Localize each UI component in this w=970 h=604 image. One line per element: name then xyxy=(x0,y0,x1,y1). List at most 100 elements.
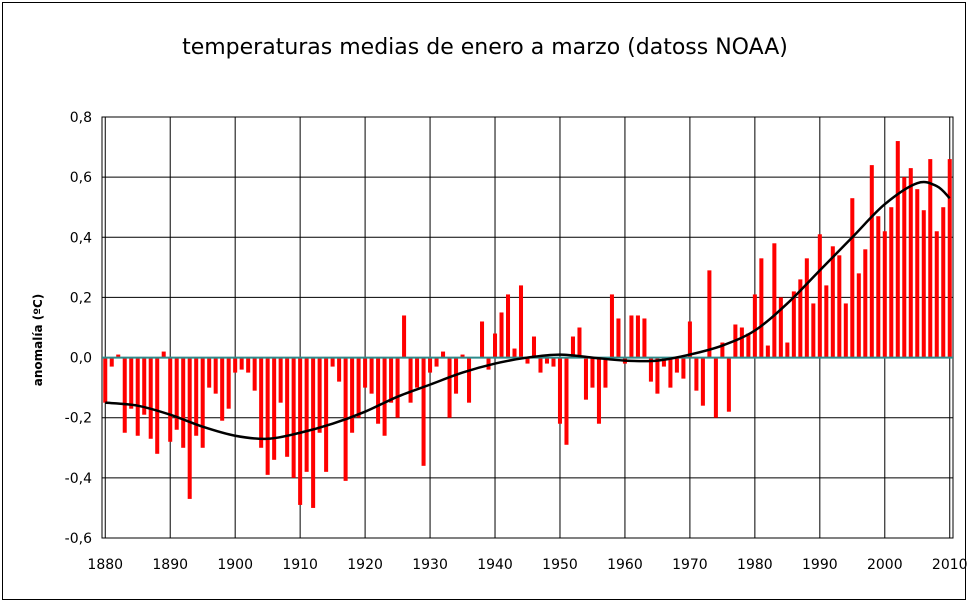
bar xyxy=(408,357,413,403)
bar xyxy=(635,315,640,358)
bar xyxy=(505,294,511,358)
bar xyxy=(772,243,777,358)
tick-labels: -0,6 -0,4 -0,2 0,0 0,2 0,4 0,6 0,8 1880 1890 1900 1… xyxy=(65,110,968,573)
x-tick-label: 1960 xyxy=(607,557,643,573)
bar xyxy=(902,177,907,358)
bar xyxy=(103,357,108,403)
bar xyxy=(765,345,770,358)
bar xyxy=(681,357,686,379)
y-tick-label: 0,6 xyxy=(70,170,92,186)
bar xyxy=(304,357,309,472)
chart-title: temperaturas medias de enero a marzo (da… xyxy=(182,35,788,60)
bar xyxy=(369,357,374,394)
bar xyxy=(570,336,575,358)
bar xyxy=(239,357,244,370)
x-tick-label: 1890 xyxy=(152,557,188,573)
bar xyxy=(467,357,472,403)
bar xyxy=(889,207,894,358)
bar xyxy=(363,357,368,388)
x-tick-label: 1910 xyxy=(282,557,318,573)
bar xyxy=(837,255,842,358)
bar xyxy=(869,165,874,358)
bar xyxy=(116,354,121,358)
bar xyxy=(421,357,426,466)
bar xyxy=(135,357,140,436)
bar xyxy=(752,294,757,358)
bar xyxy=(687,321,692,358)
bar xyxy=(324,357,329,472)
y-axis-label: anomalía (ºC) xyxy=(31,294,45,387)
bar xyxy=(583,357,588,400)
bar xyxy=(142,357,147,415)
bar xyxy=(648,357,653,382)
bar xyxy=(557,357,562,424)
bar xyxy=(843,303,848,358)
bar xyxy=(759,258,764,358)
bar xyxy=(564,357,569,445)
bar xyxy=(272,357,277,460)
bar xyxy=(434,357,439,367)
bar xyxy=(512,348,517,358)
bar xyxy=(850,198,855,358)
bar xyxy=(265,357,270,475)
bar xyxy=(895,141,900,358)
bar xyxy=(544,357,550,364)
bar xyxy=(181,357,186,448)
bar xyxy=(603,357,608,388)
bar xyxy=(480,321,485,358)
bar xyxy=(161,351,166,358)
bar xyxy=(908,168,913,358)
bar xyxy=(518,285,524,358)
x-tick-label: 1980 xyxy=(737,557,773,573)
bar xyxy=(661,357,666,367)
bar xyxy=(856,273,861,358)
bar xyxy=(402,315,407,358)
bar xyxy=(213,357,218,394)
bar xyxy=(311,357,316,508)
bar xyxy=(928,159,933,358)
bar xyxy=(739,327,744,358)
bar xyxy=(493,333,498,358)
bar xyxy=(882,231,887,358)
bar xyxy=(486,357,491,370)
bar xyxy=(155,357,160,454)
bar xyxy=(804,258,809,358)
x-tick-label: 2010 xyxy=(932,557,968,573)
y-tick-label: 0,4 xyxy=(70,230,92,246)
bar xyxy=(382,357,387,436)
bar xyxy=(356,357,361,418)
trend-series xyxy=(105,180,951,441)
bar xyxy=(785,342,790,358)
bar xyxy=(330,357,335,367)
x-tick-label: 2000 xyxy=(867,557,903,573)
bar xyxy=(707,270,712,358)
bar xyxy=(174,357,179,430)
bar xyxy=(337,357,342,382)
bar xyxy=(298,357,303,505)
x-tick-label: 1940 xyxy=(477,557,513,573)
bar xyxy=(876,216,881,358)
bar xyxy=(642,318,647,358)
bar xyxy=(798,279,803,358)
bar-series xyxy=(103,141,952,508)
bar xyxy=(674,357,679,373)
bar xyxy=(194,357,199,436)
x-tick-label: 1930 xyxy=(412,557,448,573)
x-tick-label: 1990 xyxy=(802,557,838,573)
y-tick-label: -0,2 xyxy=(65,411,92,427)
y-tick-label: -0,6 xyxy=(65,531,92,547)
bar xyxy=(830,246,835,358)
bar xyxy=(824,285,829,358)
bar xyxy=(207,357,212,388)
bar xyxy=(252,357,257,391)
bar xyxy=(291,357,296,478)
bar xyxy=(226,357,231,409)
bar xyxy=(941,207,946,358)
bar xyxy=(200,357,205,448)
bar xyxy=(609,294,614,358)
x-tick-label: 1950 xyxy=(542,557,578,573)
bar xyxy=(447,357,452,418)
bar xyxy=(350,357,355,433)
